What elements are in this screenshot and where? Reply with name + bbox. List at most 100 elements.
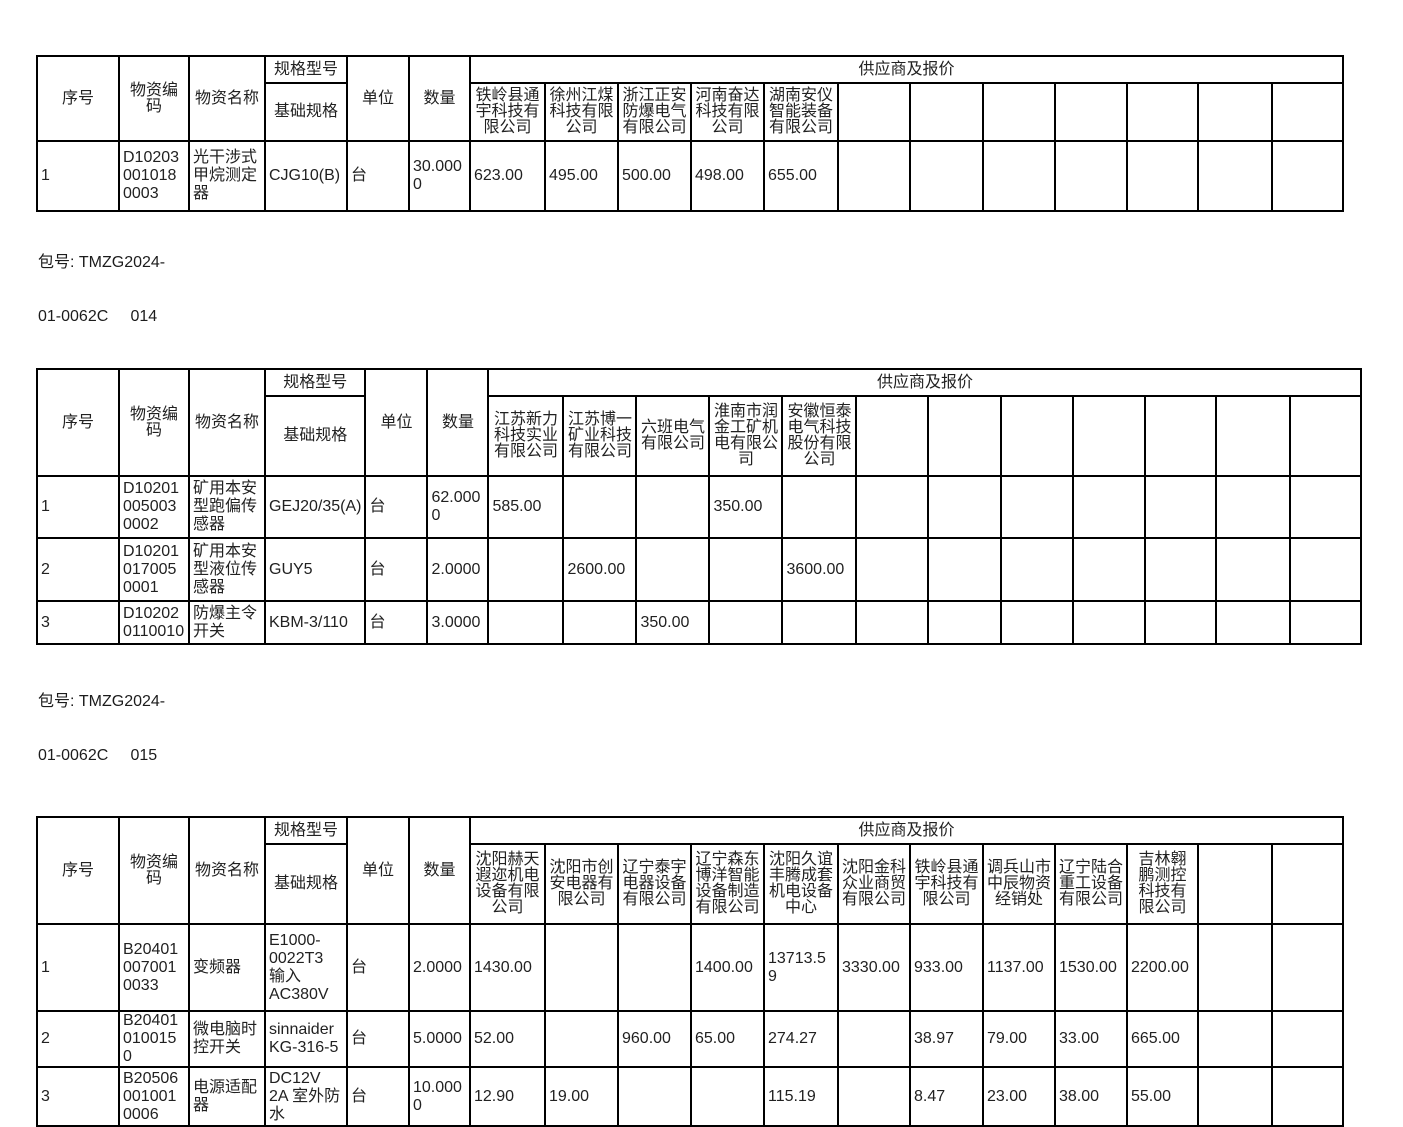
cell-name: 矿用本安型液位传感器: [188, 537, 266, 602]
cell-seq: 3: [36, 1066, 120, 1127]
col-header-base-spec: 基础规格: [264, 82, 348, 142]
price-cell: [1144, 475, 1218, 539]
supplier-header: 沈阳赫天遐迩机电设备有限公司: [469, 843, 546, 925]
col-header-name: 物资名称: [188, 368, 266, 477]
price-cell: 655.00: [763, 140, 839, 212]
supplier-header: [982, 82, 1056, 142]
supplier-header: 江苏新力科技实业有限公司: [487, 395, 565, 477]
price-cell: [690, 1066, 765, 1127]
quote-table-3: 序号 物资编码 物资名称 规格型号 单位 数量 供应商及报价 基础规格 沈阳赫天遐迩机电设备有限…: [36, 816, 1344, 1127]
cell-unit: 台: [346, 1066, 410, 1127]
cell-code: B204010070010033: [118, 923, 190, 1012]
supplier-header: [1144, 395, 1218, 477]
supplier-header: 铁岭县通宇科技有限公司: [909, 843, 984, 925]
quote-table-1: 序号 物资编码 物资名称 规格型号 单位 数量 供应商及报价 基础规格 铁岭县通宇科技有限公司徐…: [36, 55, 1344, 212]
price-cell: [487, 600, 565, 645]
cell-name: 变频器: [188, 923, 266, 1012]
col-header-qty: 数量: [408, 816, 471, 925]
supplier-header: 沈阳金科众业商贸有限公司: [837, 843, 911, 925]
supplier-header: [855, 395, 930, 477]
price-cell: [1000, 600, 1075, 645]
price-cell: 623.00: [469, 140, 546, 212]
supplier-header: 调兵山市中辰物资经销处: [982, 843, 1056, 925]
price-cell: [1289, 600, 1363, 645]
price-cell: 1530.00: [1054, 923, 1128, 1012]
price-cell: [982, 140, 1056, 212]
price-cell: 350.00: [635, 600, 711, 645]
cell-name: 光干涉式甲烷测定器: [188, 140, 266, 212]
cell-spec: GEJ20/35(A): [263, 475, 367, 539]
price-cell: [1215, 475, 1292, 539]
price-cell: 12.90: [469, 1066, 546, 1127]
price-cell: 19.00: [544, 1066, 619, 1127]
cell-qty: 5.0000: [408, 1010, 471, 1068]
supplier-header: [1215, 395, 1292, 477]
col-header-code: 物资编码: [118, 55, 190, 142]
price-cell: 55.00: [1126, 1066, 1199, 1127]
cell-unit: 台: [364, 537, 429, 602]
price-cell: [617, 1066, 692, 1127]
cell-code: D102010050030002: [118, 475, 190, 539]
price-cell: 3600.00: [781, 537, 858, 602]
table-row: 2 D102010170050001 矿用本安型液位传感器 GUY5 台 2.0000 26…: [36, 537, 1363, 602]
price-cell: [1271, 923, 1344, 1012]
price-cell: [1144, 600, 1218, 645]
supplier-header: 辽宁泰宇电器设备有限公司: [617, 843, 692, 925]
price-cell: 115.19: [763, 1066, 839, 1127]
cell-qty: 2.0000: [408, 923, 471, 1012]
suppliers-price-header: 供应商及报价: [469, 816, 1344, 845]
cell-qty: 30.0000: [408, 140, 471, 212]
col-header-base-spec: 基础规格: [264, 843, 348, 925]
price-cell: 38.00: [1054, 1066, 1128, 1127]
cell-code: D102020110010: [118, 600, 190, 645]
package-note-1: 包号: TMZG2024- 01-0062C 014: [38, 218, 1403, 362]
cell-seq: 2: [36, 1010, 120, 1068]
price-cell: 3330.00: [837, 923, 911, 1012]
cell-seq: 2: [36, 537, 120, 602]
col-header-qty: 数量: [408, 55, 471, 142]
price-cell: [1197, 1066, 1273, 1127]
cell-unit: 台: [346, 1010, 410, 1068]
price-cell: [1215, 600, 1292, 645]
supplier-header: 辽宁陆合重工设备有限公司: [1054, 843, 1128, 925]
price-cell: 1137.00: [982, 923, 1056, 1012]
price-cell: [562, 600, 638, 645]
price-cell: 79.00: [982, 1010, 1056, 1068]
price-cell: [635, 475, 711, 539]
col-header-base-spec: 基础规格: [263, 395, 367, 477]
cell-seq: 3: [36, 600, 120, 645]
supplier-header: 安徽恒泰电气科技股份有限公司: [781, 395, 858, 477]
price-cell: [1197, 1010, 1273, 1068]
col-header-seq: 序号: [36, 368, 120, 477]
quote-table-2: 序号 物资编码 物资名称 规格型号 单位 数量 供应商及报价 基础规格 江苏新力科技实业有限公司…: [36, 368, 1363, 645]
col-header-name: 物资名称: [188, 816, 266, 925]
cell-code: D102030010180003: [118, 140, 190, 212]
supplier-header: 浙江正安防爆电气有限公司: [617, 82, 692, 142]
package-note-line: 包号: TMZG2024-: [38, 254, 166, 271]
price-cell: [1072, 475, 1147, 539]
col-header-spec-model: 规格型号: [264, 816, 348, 845]
cell-qty: 62.0000: [426, 475, 490, 539]
price-cell: [1289, 537, 1363, 602]
price-cell: [1126, 140, 1199, 212]
price-cell: 33.00: [1054, 1010, 1128, 1068]
cell-code: D102010170050001: [118, 537, 190, 602]
cell-seq: 1: [36, 140, 120, 212]
price-cell: [1072, 537, 1147, 602]
supplier-header: 沈阳久谊丰腾成套机电设备中心: [763, 843, 839, 925]
table-row: 1 D102010050030002 矿用本安型跑偏传感器 GEJ20/35(A) 台 6…: [36, 475, 1363, 539]
price-cell: 52.00: [469, 1010, 546, 1068]
supplier-header: [837, 82, 911, 142]
col-header-name: 物资名称: [188, 55, 266, 142]
supplier-header: [1271, 843, 1344, 925]
cell-name: 矿用本安型跑偏传感器: [188, 475, 266, 539]
package-note-2: 包号: TMZG2024- 01-0062C 015: [38, 657, 1403, 801]
price-cell: [708, 600, 784, 645]
supplier-header: 湖南安仪智能装备有限公司: [763, 82, 839, 142]
table-row: 2 B204010100150 微电脑时控开关 sinnaider KG-316-5 台…: [36, 1010, 1344, 1068]
price-cell: 498.00: [690, 140, 765, 212]
cell-spec: KBM-3/110: [263, 600, 367, 645]
price-cell: [837, 140, 911, 212]
price-cell: 933.00: [909, 923, 984, 1012]
